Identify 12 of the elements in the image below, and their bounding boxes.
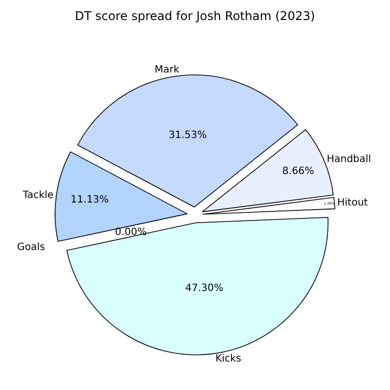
slice-label: Kicks (215, 354, 242, 365)
slice-label: Tackle (22, 190, 54, 201)
text: 0.00% (115, 227, 147, 238)
category-label: Goals (17, 242, 45, 253)
data-label: 31.53% (168, 130, 207, 141)
chart-title: DT score spread for Josh Rotham (2023) (74, 9, 316, 24)
slice-label: Hitout (337, 198, 368, 209)
slice-label: Mark (154, 64, 180, 76)
data-label: 8.66% (282, 166, 314, 177)
data-label: 11.13% (70, 194, 109, 206)
slice-label: Handball (326, 154, 372, 166)
data-label: 47.30% (185, 282, 224, 294)
